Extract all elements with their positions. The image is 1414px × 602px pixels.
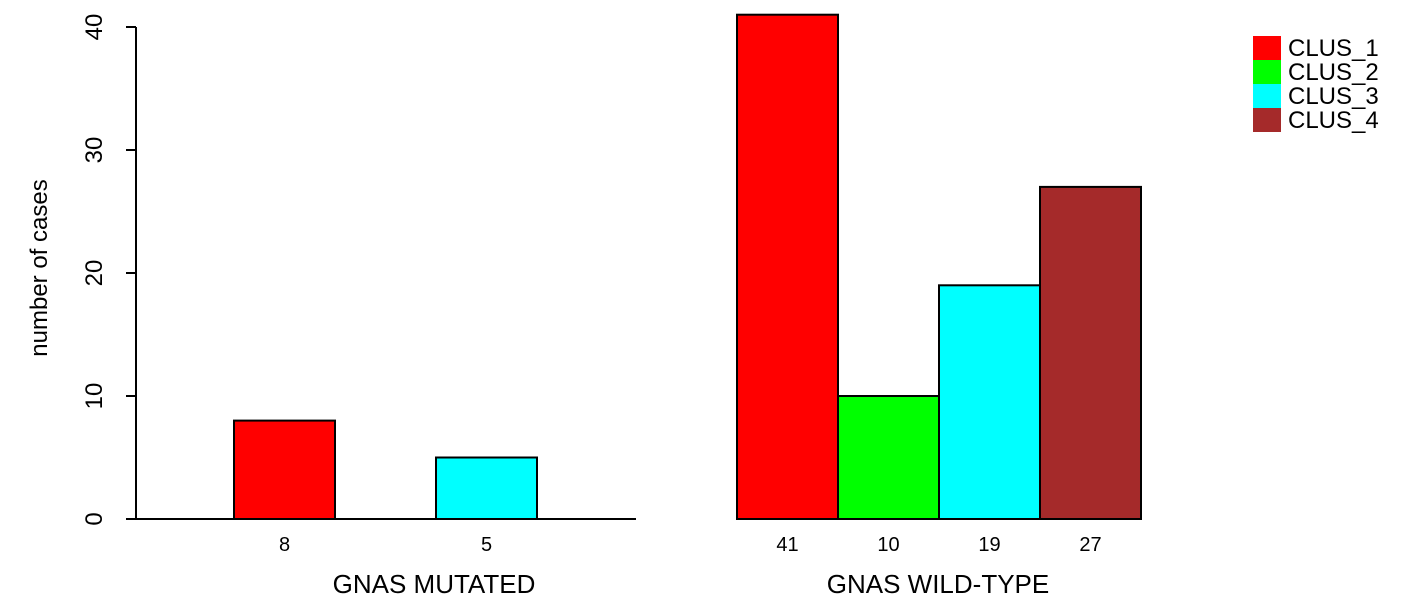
y-axis: 0 10 20 30 40 xyxy=(81,14,137,526)
legend-swatch xyxy=(1253,36,1281,60)
legend-swatch xyxy=(1253,108,1281,132)
bars xyxy=(233,13,1142,521)
bar-clus_3 xyxy=(938,284,1041,520)
legend-swatch xyxy=(1253,84,1281,108)
x-axes: 8 5 GNAS MUTATED 41 10 19 27 GNAS WILD-TYPE xyxy=(136,518,1140,599)
group-label: GNAS WILD-TYPE xyxy=(827,569,1049,599)
y-axis-label: number of cases xyxy=(26,179,53,356)
bar-clus_2 xyxy=(837,395,940,520)
y-tick-label: 30 xyxy=(81,137,108,164)
bar-clus_4 xyxy=(1039,185,1142,520)
bar-clus_3 xyxy=(435,456,538,520)
bar-value-label: 5 xyxy=(481,534,492,556)
legend-label: CLUS_3 xyxy=(1288,83,1379,110)
bar-value-label: 10 xyxy=(877,534,899,556)
bar-value-label: 41 xyxy=(776,534,798,556)
bar-clus_1 xyxy=(233,419,336,521)
legend-swatch xyxy=(1253,60,1281,84)
legend-label: CLUS_1 xyxy=(1288,35,1379,62)
bar-clus_1 xyxy=(736,13,839,520)
legend-label: CLUS_2 xyxy=(1288,59,1379,86)
bar-value-label: 27 xyxy=(1079,534,1101,556)
y-tick-label: 10 xyxy=(81,383,108,410)
legend-label: CLUS_4 xyxy=(1288,107,1379,134)
y-tick-label: 0 xyxy=(81,512,108,525)
group-label: GNAS MUTATED xyxy=(333,569,536,599)
y-tick-label: 40 xyxy=(81,14,108,41)
y-tick-label: 20 xyxy=(81,260,108,287)
bar-value-label: 19 xyxy=(978,534,1000,556)
bar-value-label: 8 xyxy=(279,534,290,556)
